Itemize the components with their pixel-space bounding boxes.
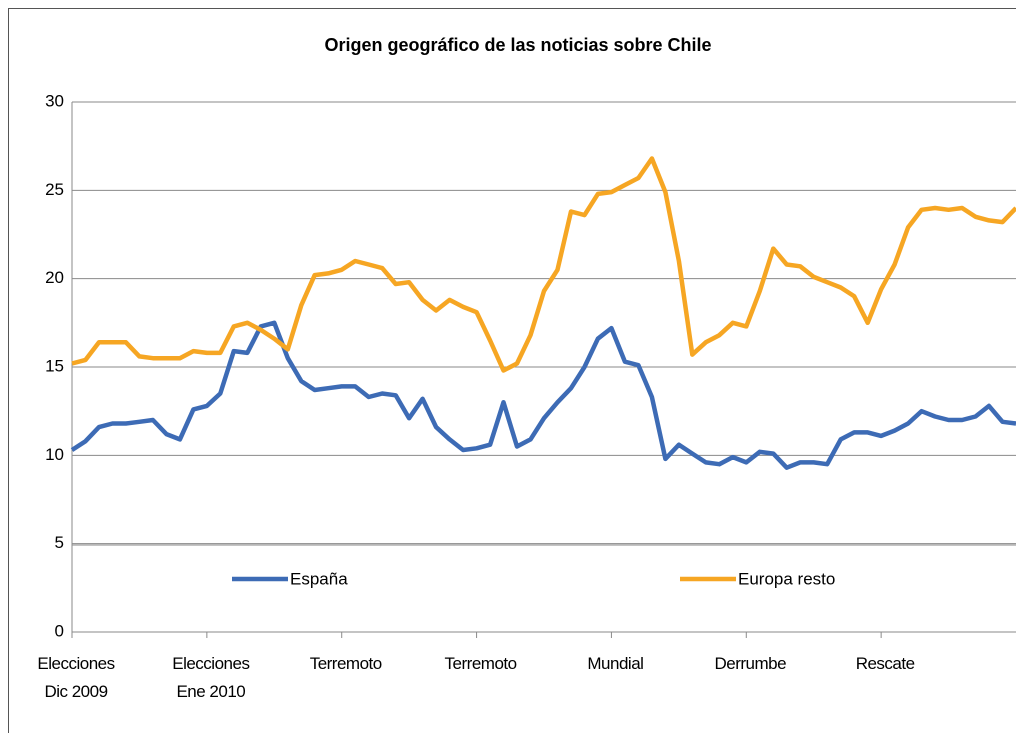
x-tick-label: Elecciones Dic 2009 (37, 654, 115, 701)
x-tick-label: Mundial (587, 654, 644, 673)
legend-box (74, 546, 1016, 622)
y-tick-label: 10 (45, 445, 64, 464)
y-tick-label: 30 (45, 91, 64, 110)
y-tick-label: 20 (45, 268, 64, 287)
series-line (70, 320, 1016, 470)
y-tick-label: 0 (55, 621, 64, 640)
legend-label: Europa resto (738, 569, 835, 588)
y-tick-label: 15 (45, 356, 64, 375)
legend-label: España (290, 569, 348, 588)
chart-border (8, 8, 1016, 733)
y-tick-label: 25 (45, 180, 64, 199)
x-tick-label: Rescate (855, 654, 915, 673)
series-line (71, 156, 1016, 373)
chart-title: Origen geográfico de las noticias sobre … (324, 35, 711, 55)
x-tick-label: Terremoto (444, 654, 518, 673)
x-tick-label: Terremoto (309, 654, 383, 673)
x-tick-label: Derrumbe (714, 654, 787, 673)
x-tick-label: Elecciones Ene 2010 (172, 654, 250, 701)
y-tick-label: 5 (55, 533, 64, 552)
